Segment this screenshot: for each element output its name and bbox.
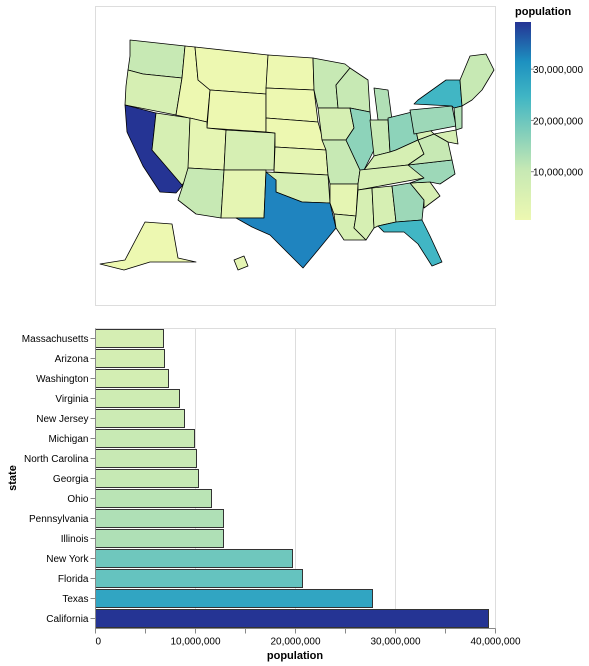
state-nebraska (265, 117, 327, 151)
x-tick-label: 10,000,000 (170, 637, 220, 648)
bar-georgia (95, 469, 199, 488)
state-kansas (273, 146, 329, 176)
y-tick-label: Arizona (55, 354, 89, 365)
state-montana (194, 46, 269, 95)
legend-ticks: 10,000,000 20,000,000 30,000,000 (531, 65, 583, 179)
state-north-carolina (407, 159, 456, 185)
bar-massachusetts (95, 329, 164, 348)
bars (95, 329, 489, 628)
y-tick-label: Texas (62, 594, 88, 605)
state-texas (235, 171, 337, 269)
bar-virginia (95, 389, 180, 408)
bar-illinois (95, 529, 224, 548)
x-axis-title: population (267, 650, 323, 662)
y-tick-label: Ohio (67, 494, 89, 505)
bar-new-york (95, 549, 293, 568)
bar-chart: Massachusetts Arizona Washington Virginia Ne… (7, 328, 521, 662)
state-new-england (459, 53, 495, 107)
x-tick-label: 0 (96, 637, 102, 648)
x-tick-label: 40,000,000 (470, 637, 520, 648)
state-iowa (317, 107, 355, 141)
color-legend: population 10,000,000 20,000,000 30,000,00… (515, 6, 583, 220)
y-tick-label: North Carolina (24, 454, 89, 465)
state-new-jersey (453, 105, 463, 131)
y-tick-label: Michigan (48, 434, 88, 445)
map-states (99, 39, 495, 271)
legend-gradient (515, 22, 531, 220)
state-florida (377, 219, 443, 267)
legend-tick-label: 10,000,000 (533, 168, 583, 179)
map-panel (95, 6, 496, 306)
bar-arizona (95, 349, 165, 368)
state-georgia (391, 182, 425, 223)
state-colorado (223, 129, 276, 171)
legend-tick-label: 30,000,000 (533, 65, 583, 76)
y-tick-label: Georgia (53, 474, 89, 485)
y-tick-label: Florida (58, 574, 89, 585)
y-axis-title: state (7, 465, 19, 491)
state-hawaii (233, 255, 249, 271)
bar-michigan (95, 429, 195, 448)
state-new-mexico (220, 169, 267, 219)
x-tick-label: 20,000,000 (270, 637, 320, 648)
state-indiana (369, 119, 391, 157)
legend-tick-label: 20,000,000 (533, 116, 583, 127)
bar-california (95, 609, 489, 628)
bar-ohio (95, 489, 212, 508)
x-axis: 0 10,000,000 20,000,000 30,000,000 40,000,00… (95, 628, 521, 648)
bar-north-carolina (95, 449, 197, 468)
y-tick-label: Pennsylvania (29, 514, 89, 525)
y-tick-label: New Jersey (36, 414, 88, 425)
state-wyoming (206, 89, 267, 133)
bar-new-jersey (95, 409, 185, 428)
x-tick-label: 30,000,000 (370, 637, 420, 648)
y-tick-label: Massachusetts (22, 334, 89, 345)
bar-washington (95, 369, 169, 388)
bar-pennsylvania (95, 509, 224, 528)
state-alaska (99, 221, 197, 271)
state-north-dakota (265, 54, 315, 91)
y-tick-label: Illinois (61, 534, 89, 545)
bar-florida (95, 569, 303, 588)
y-axis: Massachusetts Arizona Washington Virginia Ne… (22, 328, 96, 629)
bar-texas (95, 589, 373, 608)
state-arkansas (329, 183, 359, 217)
y-tick-label: Virginia (55, 394, 89, 405)
y-tick-label: New York (46, 554, 89, 565)
y-tick-label: Washington (36, 374, 88, 385)
legend-title: population (515, 6, 571, 18)
state-maryland-de (433, 129, 459, 145)
y-tick-label: California (46, 614, 89, 625)
state-south-dakota (265, 87, 319, 123)
